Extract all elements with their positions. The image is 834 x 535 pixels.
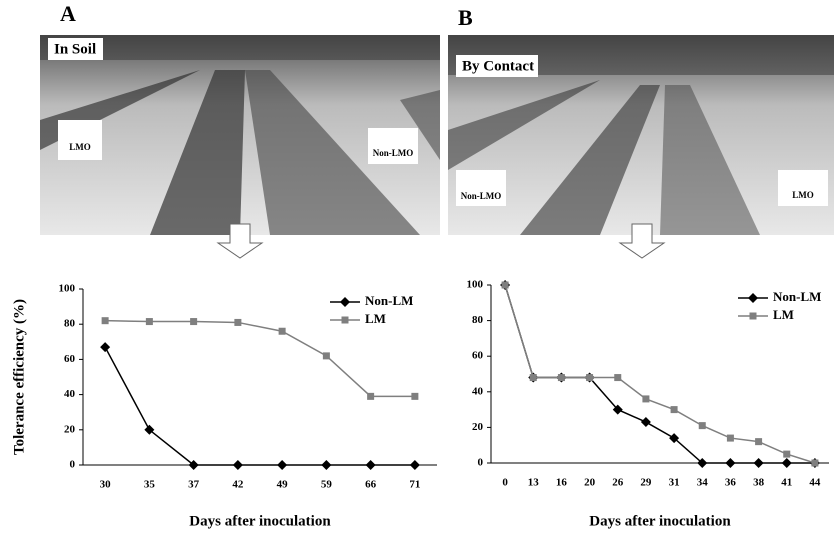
x-tick-label: 0 [502,477,508,489]
sign-label: LMO [792,190,814,200]
point [749,312,757,320]
point [612,404,623,415]
x-tick-label: 42 [232,479,244,491]
point [726,434,734,442]
x-tick-label: 30 [100,479,112,491]
x-axis-label: Days after inoculation [589,513,731,529]
x-tick-label: 16 [556,477,568,489]
point [367,392,375,400]
legend-label: LM [773,307,794,322]
y-axis-label: Tolerance efficiency (%) [11,299,27,455]
y-tick-label: 0 [70,459,76,471]
y-tick-label: 60 [472,350,484,362]
point [557,374,565,382]
y-tick-label: 80 [472,314,484,326]
point [340,297,350,307]
x-tick-label: 71 [409,479,420,491]
point [698,422,706,430]
photo-label: In Soil [54,41,96,57]
point [188,460,199,470]
panel-letter: A [60,1,76,26]
x-tick-label: 36 [725,477,737,489]
point [101,317,109,325]
y-tick-label: 20 [64,423,76,435]
point [697,458,708,468]
point [277,460,288,470]
y-tick-label: 40 [472,385,484,397]
point [234,318,242,326]
point [642,395,650,403]
point [100,342,111,353]
point [811,459,819,467]
point [725,458,736,468]
point [144,424,155,435]
point [341,316,349,324]
point [232,460,243,470]
y-tick-label: 60 [64,353,76,365]
point [670,406,678,414]
x-tick-label: 31 [669,477,680,489]
legend-label: Non-LM [773,289,821,304]
legend-label: LM [365,311,386,326]
point [278,327,286,335]
x-tick-label: 35 [144,479,156,491]
x-tick-label: 20 [584,477,596,489]
x-tick-label: 13 [528,477,540,489]
point [783,450,791,458]
y-tick-label: 40 [64,388,76,400]
point [753,458,764,468]
point [640,417,651,428]
point [322,352,330,360]
point [365,460,376,470]
photo-a: In Soil LMO Non-LMO [40,35,440,235]
photo-label: By Contact [462,58,534,74]
legend-label: Non-LM [365,293,413,308]
y-tick-label: 20 [472,421,484,433]
arrow [216,223,264,259]
point [501,281,509,289]
panel-letter: B [458,5,473,30]
x-tick-label: 34 [697,477,709,489]
arrow [618,223,666,259]
point [755,438,763,446]
point [409,460,420,470]
sign-label: Non-LMO [461,191,502,201]
point [190,318,198,326]
series-line [504,284,816,464]
x-tick-label: 59 [321,479,333,491]
x-tick-label: 37 [188,479,200,491]
point [586,374,594,382]
sign-label: LMO [69,142,91,152]
y-tick-label: 100 [59,283,76,295]
x-tick-label: 38 [753,477,765,489]
point [529,374,537,382]
point [321,460,332,470]
x-tick-label: 49 [277,479,289,491]
point [748,293,758,303]
x-tick-label: 41 [781,477,792,489]
sign-label: Non-LMO [373,148,414,158]
y-tick-label: 0 [478,457,484,469]
point [145,318,153,326]
point [411,392,419,400]
series-line [504,284,815,464]
y-tick-label: 100 [467,279,484,291]
x-tick-label: 26 [612,477,624,489]
point [669,433,680,444]
series-line [105,319,415,398]
series-line [104,346,415,466]
x-axis-label: Days after inoculation [189,513,331,529]
y-tick-label: 80 [64,318,76,330]
x-tick-label: 29 [640,477,652,489]
point [614,374,622,382]
point [781,458,792,468]
x-tick-label: 44 [809,477,821,489]
x-tick-label: 66 [365,479,377,491]
photo-b: By Contact Non-LMO LMO [448,35,834,235]
